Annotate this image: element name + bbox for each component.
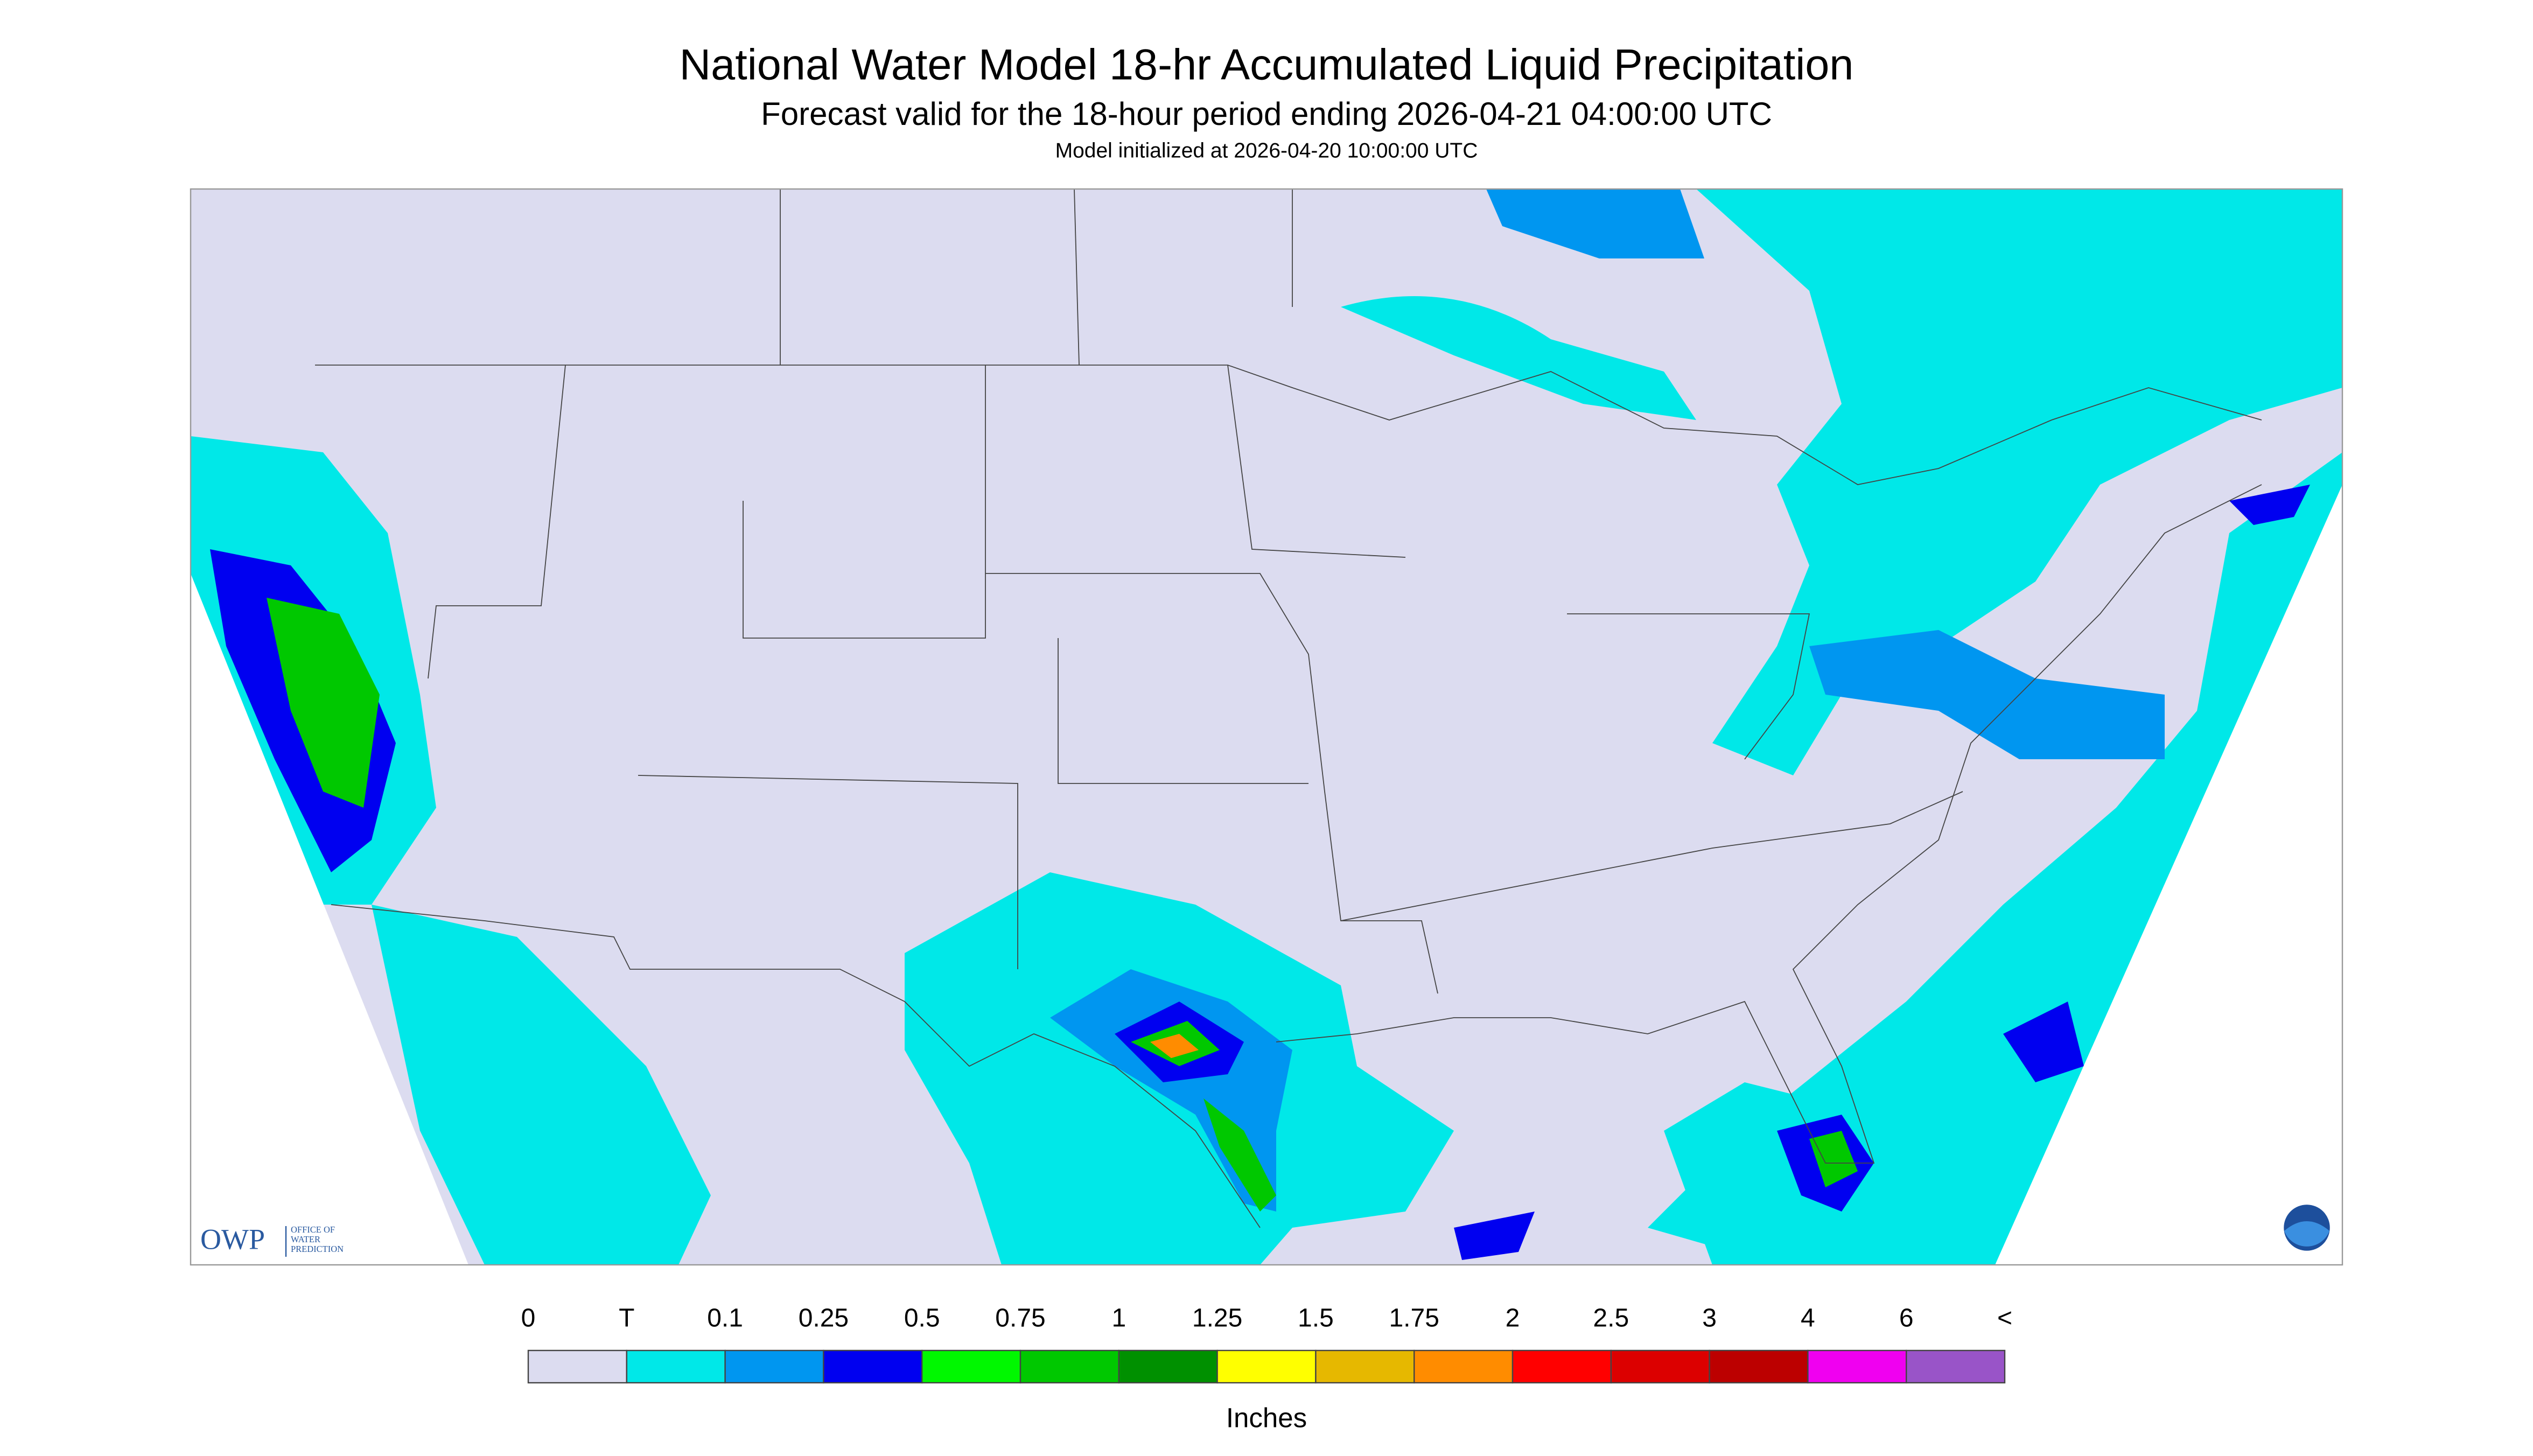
- legend-label: 1.25: [1192, 1304, 1242, 1333]
- legend-swatch: [1019, 1349, 1120, 1384]
- state-line: [1567, 613, 1810, 760]
- legend-swatch: [724, 1349, 824, 1384]
- legend-label: 1.75: [1389, 1304, 1439, 1333]
- legend-label: 4: [1801, 1304, 1815, 1333]
- legend-swatch: [1709, 1349, 1809, 1384]
- legend-swatch: [626, 1349, 726, 1384]
- boundaries: [315, 188, 2262, 1228]
- map: OWP OFFICE OF WATER PREDICTION: [190, 188, 2343, 1266]
- legend-swatch: [527, 1349, 628, 1384]
- precip-area: [1341, 296, 1696, 421]
- precip-area: [1454, 1212, 1535, 1261]
- border-line: [331, 904, 1261, 1228]
- precip-area: [1809, 630, 2165, 760]
- legend-swatch: [823, 1349, 923, 1384]
- precip-area: [372, 905, 711, 1265]
- precip-field: [191, 189, 2342, 1265]
- subtitle: Forecast valid for the 18-hour period en…: [761, 96, 1772, 132]
- legend-swatch: [1118, 1349, 1218, 1384]
- border-line: [1276, 484, 2262, 1164]
- state-line: [638, 775, 1018, 970]
- logo-text: OWP: [200, 1223, 265, 1255]
- legend-label: 0: [521, 1304, 536, 1333]
- logo-caption-line: PREDICTION: [291, 1244, 344, 1254]
- legend-swatch: [1610, 1349, 1710, 1384]
- state-line: [743, 365, 986, 639]
- legend: Inches 0 T 0.1 0.25 0.5 0.75 1 1.25 1.5 1.75 2 2.5 3…: [521, 1304, 2012, 1433]
- precip-area: [2229, 485, 2310, 526]
- precip-area: [267, 598, 380, 808]
- init-time: Model initialized at 2026-04-20 10:00:00…: [1055, 139, 1478, 162]
- legend-label: T: [619, 1304, 634, 1333]
- legend-label: 2: [1506, 1304, 1520, 1333]
- legend-label: 1.5: [1298, 1304, 1334, 1333]
- precip-area: [1150, 1034, 1199, 1059]
- legend-swatch: [1414, 1349, 1514, 1384]
- precip-area: [1486, 189, 1704, 259]
- legend-swatch: [1216, 1349, 1317, 1384]
- precip-area: [1163, 189, 2342, 1265]
- precip-area: [1163, 189, 2342, 776]
- legend-label: 0.75: [995, 1304, 1045, 1333]
- legend-label: 0.25: [799, 1304, 849, 1333]
- legend-label: 2.5: [1593, 1304, 1629, 1333]
- legend-unit: Inches: [1226, 1402, 1307, 1433]
- border-line: [315, 365, 2262, 485]
- precip-area: [1203, 1098, 1276, 1212]
- legend-swatch: [1315, 1349, 1415, 1384]
- legend-label: 1: [1111, 1304, 1126, 1333]
- title: National Water Model 18-hr Accumulated L…: [680, 40, 1854, 89]
- legend-swatch: [1905, 1349, 2006, 1384]
- owp-logo: OWP OFFICE OF WATER PREDICTION: [200, 1223, 344, 1257]
- legend-swatch: [1512, 1349, 1612, 1384]
- logo-caption: OFFICE OF WATER PREDICTION: [291, 1224, 344, 1254]
- legend-label: <: [1997, 1304, 2012, 1333]
- legend-label: 0.5: [904, 1304, 940, 1333]
- precip-area: [1809, 1131, 1858, 1188]
- state-line: [1074, 188, 1080, 366]
- state-line: [1058, 638, 1309, 784]
- state-line: [428, 365, 566, 679]
- legend-label: 6: [1899, 1304, 1914, 1333]
- legend-swatch: [921, 1349, 1021, 1384]
- state-line: [1227, 365, 1406, 558]
- map-frame: [190, 188, 2343, 1266]
- logo-caption-line: WATER: [291, 1234, 320, 1244]
- noaa-logo: [2281, 1202, 2333, 1254]
- precip-area: [2003, 1002, 2084, 1083]
- legend-label: 0.1: [707, 1304, 743, 1333]
- state-line: [985, 573, 1438, 994]
- noaa-ring: [2281, 1202, 2333, 1254]
- legend-label: 3: [1702, 1304, 1717, 1333]
- noaa-wave: [2284, 1221, 2329, 1247]
- state-line: [1340, 791, 1963, 921]
- logo-caption-line: OFFICE OF: [291, 1224, 335, 1235]
- legend-swatch: [1807, 1349, 1907, 1384]
